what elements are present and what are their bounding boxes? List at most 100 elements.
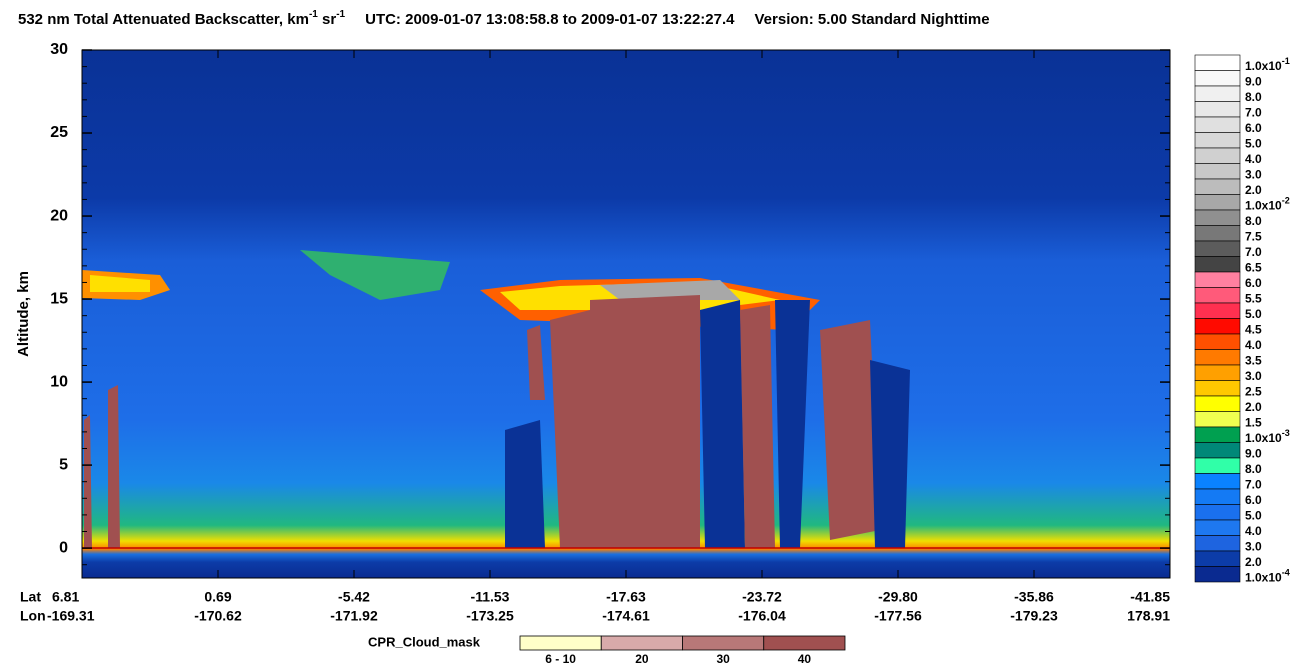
y-tick-label: 10 <box>50 373 68 390</box>
colorbar-label: 8.0 <box>1245 90 1262 104</box>
cloud-mask-label: CPR_Cloud_mask <box>368 634 481 649</box>
colorbar-label-text: 2.0 <box>1245 183 1262 197</box>
colorbar-label-text: 7.5 <box>1245 230 1262 244</box>
colorbar-label-text: 1.0x10 <box>1245 199 1282 213</box>
cloud-mask-item-label: 30 <box>716 652 730 666</box>
colorbar-label-text: 6.5 <box>1245 261 1262 275</box>
colorbar-label: 7.0 <box>1245 106 1262 120</box>
colorbar-cell <box>1194 70 1241 87</box>
colorbar-label-text: 6.0 <box>1245 493 1262 507</box>
colorbar-label-text: 1.0x10 <box>1245 571 1282 585</box>
colorbar-label-text: 1.0x10 <box>1245 431 1282 445</box>
colorbar-cell <box>1194 209 1241 226</box>
colorbar-label-text: 5.5 <box>1245 292 1262 306</box>
colorbar-cell <box>1194 302 1241 319</box>
colorbar-cell <box>1194 426 1241 443</box>
colorbar-cell <box>1194 240 1241 257</box>
colorbar-label: 7.5 <box>1245 230 1262 244</box>
cloud-mask-item-label: 40 <box>798 652 812 666</box>
cloud-mask-swatch <box>600 635 683 651</box>
colorbar-label-text: 3.0 <box>1245 168 1262 182</box>
y-tick-label: 5 <box>59 456 68 473</box>
lat-label: -23.72 <box>742 589 782 605</box>
colorbar-cell <box>1194 85 1241 102</box>
colorbar-label: 1.0x10-1 <box>1245 56 1290 73</box>
colorbar-label-exp: -3 <box>1282 428 1290 438</box>
colorbar-label-text: 5.0 <box>1245 307 1262 321</box>
colorbar-cell <box>1194 349 1241 366</box>
colorbar-cell <box>1194 442 1241 459</box>
colorbar-cell <box>1194 364 1241 381</box>
backscatter-image <box>81 49 1171 579</box>
lat-label: -11.53 <box>471 589 510 605</box>
colorbar-label: 6.0 <box>1245 493 1262 507</box>
colorbar-label: 9.0 <box>1245 447 1262 461</box>
lon-label: -169.31 <box>47 608 95 624</box>
x-row-label: Lat <box>20 589 41 605</box>
colorbar-label: 1.0x10-3 <box>1245 428 1290 445</box>
colorbar-label: 6.5 <box>1245 261 1262 275</box>
y-tick-label: 15 <box>50 290 68 307</box>
lat-label: 6.81 <box>52 589 79 605</box>
colorbar-label-text: 5.0 <box>1245 509 1262 523</box>
cloud-mask-item-label: 20 <box>635 652 649 666</box>
colorbar-cell <box>1194 519 1241 536</box>
colorbar-label: 2.0 <box>1245 400 1262 414</box>
lat-label: -35.86 <box>1014 589 1054 605</box>
colorbar-cell <box>1194 504 1241 521</box>
colorbar-label: 9.0 <box>1245 75 1262 89</box>
colorbar-label: 1.0x10-2 <box>1245 196 1290 213</box>
colorbar-label-text: 8.0 <box>1245 462 1262 476</box>
colorbar-cell <box>1194 163 1241 180</box>
cloud-mask-item-label: 6 - 10 <box>545 652 576 666</box>
colorbar-label-text: 2.5 <box>1245 385 1262 399</box>
colorbar-label: 7.0 <box>1245 245 1262 259</box>
colorbar-cell <box>1194 535 1241 552</box>
lat-label: 0.69 <box>204 589 231 605</box>
colorbar-cell <box>1194 380 1241 397</box>
colorbar-label: 5.0 <box>1245 137 1262 151</box>
colorbar-cell <box>1194 411 1241 428</box>
lon-label: -176.04 <box>738 608 786 624</box>
colorbar-label-text: 4.0 <box>1245 338 1262 352</box>
colorbar-label: 4.0 <box>1245 338 1262 352</box>
colorbar-label: 2.5 <box>1245 385 1262 399</box>
colorbar-cell <box>1194 473 1241 490</box>
lon-label: 178.91 <box>1127 608 1170 624</box>
colorbar-label: 7.0 <box>1245 478 1262 492</box>
colorbar-cell <box>1194 550 1241 567</box>
colorbar-label-exp: -1 <box>1282 56 1290 66</box>
x-row-label: Lon <box>20 608 46 624</box>
colorbar-cell <box>1194 287 1241 304</box>
colorbar-label-text: 2.0 <box>1245 555 1262 569</box>
colorbar-cell <box>1194 194 1241 211</box>
colorbar-label: 5.5 <box>1245 292 1262 306</box>
colorbar-label: 6.0 <box>1245 276 1262 290</box>
colorbar-cell <box>1194 318 1241 335</box>
colorbar-label-text: 4.0 <box>1245 152 1262 166</box>
colorbar-label: 1.0x10-4 <box>1245 568 1290 585</box>
colorbar-label-text: 4.5 <box>1245 323 1262 337</box>
cloud-mask-swatch <box>763 635 846 651</box>
colorbar-label-text: 5.0 <box>1245 137 1262 151</box>
colorbar-cell <box>1194 256 1241 273</box>
y-tick-label: 20 <box>50 207 68 224</box>
colorbar-label: 3.5 <box>1245 354 1262 368</box>
colorbar-label: 1.5 <box>1245 416 1262 430</box>
colorbar-label-text: 2.0 <box>1245 400 1262 414</box>
colorbar-label-text: 3.5 <box>1245 354 1262 368</box>
colorbar-cell <box>1194 566 1241 583</box>
lat-label: -29.80 <box>878 589 918 605</box>
colorbar-cell <box>1194 225 1241 242</box>
colorbar-label: 4.0 <box>1245 152 1262 166</box>
colorbar-label: 5.0 <box>1245 307 1262 321</box>
colorbar-cell <box>1194 178 1241 195</box>
colorbar-cell <box>1194 101 1241 118</box>
colorbar-label: 6.0 <box>1245 121 1262 135</box>
colorbar-label: 8.0 <box>1245 214 1262 228</box>
colorbar-label: 3.0 <box>1245 168 1262 182</box>
lon-label: -170.62 <box>194 608 242 624</box>
colorbar-label: 8.0 <box>1245 462 1262 476</box>
lat-label: -5.42 <box>338 589 370 605</box>
lon-label: -171.92 <box>330 608 378 624</box>
